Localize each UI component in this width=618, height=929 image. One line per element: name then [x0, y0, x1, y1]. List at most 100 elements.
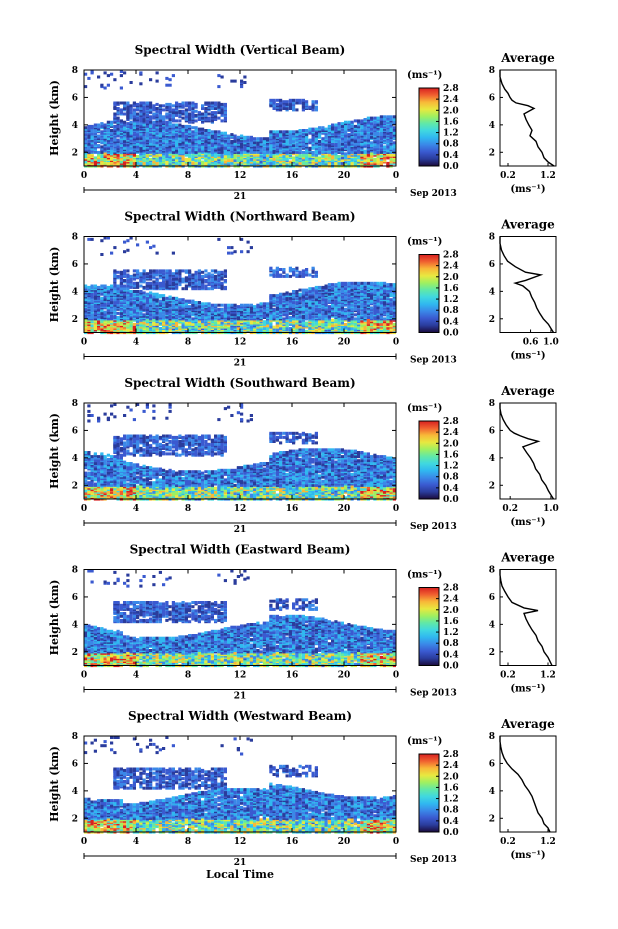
heatmap-cell: [233, 148, 237, 152]
heatmap-cell: [175, 161, 179, 165]
heatmap-cell: [136, 137, 140, 141]
heatmap-cell: [149, 120, 153, 124]
heatmap-cell: [191, 155, 195, 158]
heatmap-cell: [344, 120, 348, 124]
heatmap-cell: [357, 119, 361, 123]
heatmap-cell: [116, 322, 120, 326]
heatmap-cell: [314, 131, 318, 135]
heatmap-cell: [334, 152, 338, 156]
heatmap-cell: [93, 327, 97, 330]
heatmap-cell: [123, 123, 127, 127]
heatmap-cell: [236, 135, 240, 139]
heatmap-cell: [214, 101, 218, 105]
heatmap-cell: [220, 75, 224, 79]
heatmap-cell: [100, 83, 104, 87]
heatmap-cell: [331, 324, 335, 328]
heatmap-cell: [376, 137, 380, 141]
heatmap-cell: [223, 160, 227, 164]
date-label: Sep 2013: [410, 189, 457, 199]
heatmap-cell: [379, 115, 383, 119]
heatmap-cell: [188, 144, 192, 148]
heatmap-cell: [194, 119, 198, 123]
heatmap-cell: [253, 137, 257, 141]
heatmap-cell: [165, 327, 169, 330]
heatmap-cell: [340, 328, 344, 332]
heatmap-cell: [168, 102, 172, 106]
heatmap-cell: [246, 153, 250, 157]
heatmap-cell: [139, 112, 143, 116]
heatmap-cell: [305, 100, 309, 104]
heatmap-cell: [100, 309, 104, 313]
colorbar-tick-label: 0.8: [443, 140, 459, 150]
heatmap-cell: [132, 301, 136, 304]
heatmap-cell: [188, 105, 192, 109]
heatmap-cell: [175, 101, 179, 105]
heatmap-cell: [308, 141, 312, 145]
heatmap-cell: [360, 327, 364, 330]
heatmap-cell: [188, 112, 192, 116]
heatmap-cell: [392, 126, 396, 130]
heatmap-cell: [327, 153, 331, 157]
heatmap-cell: [106, 161, 110, 165]
heatmap-cell: [191, 157, 195, 161]
heatmap-cell: [100, 145, 104, 149]
heatmap-cell: [223, 309, 227, 313]
heatmap-cell: [305, 314, 309, 318]
heatmap-cell: [311, 108, 315, 112]
heatmap-cell: [110, 314, 114, 318]
heatmap-cell: [103, 71, 107, 75]
heatmap-cell: [275, 102, 279, 106]
heatmap-cell: [158, 109, 162, 113]
panel-title: Spectral Width (Vertical Beam): [135, 43, 346, 57]
heatmap-cell: [119, 119, 123, 123]
heatmap-cell: [132, 101, 136, 105]
heatmap-cell: [188, 299, 192, 303]
heatmap-cell: [178, 325, 182, 329]
heatmap-cell: [97, 150, 101, 154]
heatmap-cell: [233, 303, 237, 307]
heatmap-cell: [220, 153, 224, 157]
heatmap-cell: [116, 153, 120, 157]
heatmap-cell: [236, 321, 240, 325]
heatmap-cell: [314, 301, 318, 304]
heatmap-cell: [188, 138, 192, 142]
heatmap-cell: [292, 144, 296, 148]
heatmap-cell: [106, 129, 110, 132]
heatmap-cell: [246, 307, 250, 311]
heatmap-cell: [201, 146, 205, 150]
heatmap-cell: [298, 98, 302, 102]
heatmap-cell: [318, 148, 322, 152]
heatmap-cell: [194, 133, 198, 137]
heatmap-cell: [321, 126, 325, 130]
heatmap-cell: [272, 107, 276, 110]
heatmap-cell: [240, 303, 244, 307]
heatmap-cell: [249, 303, 253, 307]
heatmap-cell: [100, 130, 104, 134]
heatmap-cell: [305, 102, 309, 106]
heatmap-cell: [373, 157, 377, 161]
heatmap-cell: [152, 305, 156, 309]
heatmap-cell: [116, 107, 120, 110]
heatmap-cell: [129, 317, 133, 321]
heatmap-cell: [262, 137, 266, 141]
heatmap-cell: [217, 139, 221, 143]
heatmap-cell: [217, 111, 221, 115]
heatmap-cell: [340, 156, 344, 160]
heatmap-cell: [165, 126, 169, 130]
heatmap-cell: [132, 322, 136, 326]
heatmap-cell: [119, 139, 123, 143]
heatmap-cell: [155, 102, 159, 106]
heatmap-cell: [344, 137, 348, 141]
heatmap-cell: [106, 327, 110, 330]
heatmap-cell: [220, 131, 224, 135]
heatmap-cell: [171, 306, 175, 310]
heatmap-cell: [197, 130, 201, 134]
heatmap-cell: [201, 310, 205, 314]
heatmap-cell: [223, 131, 227, 135]
heatmap-cell: [269, 101, 273, 105]
heatmap-cell: [184, 299, 188, 303]
heatmap-cell: [337, 321, 341, 325]
heatmap-cell: [217, 307, 221, 311]
heatmap-cell: [201, 104, 205, 108]
heatmap-cell: [116, 119, 120, 123]
